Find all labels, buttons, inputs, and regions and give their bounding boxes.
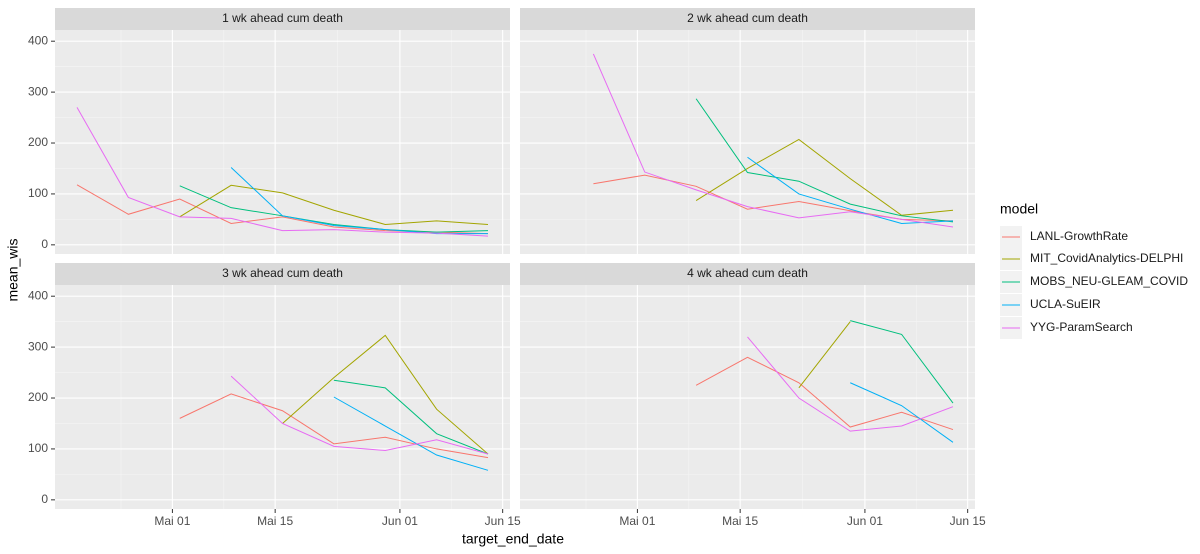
y-tick-label: 400: [28, 33, 48, 47]
series-line: [179, 185, 488, 233]
x-tick-label: Mai 15: [257, 514, 293, 528]
panel-background: [55, 285, 510, 509]
series-line: [230, 375, 489, 455]
x-tick-label: Jun 01: [847, 514, 883, 528]
legend-label: LANL-GrowthRate: [1030, 229, 1128, 243]
panel-background: [55, 30, 510, 254]
series-line: [282, 334, 489, 455]
legend-label: MOBS_NEU-GLEAM_COVID: [1030, 274, 1188, 288]
series-line: [850, 382, 954, 443]
series-line: [333, 379, 489, 455]
series-line: [76, 107, 489, 237]
series-line: [592, 53, 954, 228]
y-tick-label: 200: [28, 390, 48, 404]
y-tick-label: 0: [41, 237, 48, 251]
y-tick-label: 400: [28, 288, 48, 302]
x-tick-label: Jun 15: [950, 514, 986, 528]
strip-background: [55, 263, 510, 285]
y-tick-label: 100: [28, 441, 48, 455]
y-tick-label: 100: [28, 186, 48, 200]
strip-label: 1 wk ahead cum death: [222, 11, 343, 25]
strip-background: [520, 8, 975, 30]
strip-label: 3 wk ahead cum death: [222, 266, 343, 280]
x-tick-label: Mai 01: [154, 514, 190, 528]
series-line: [695, 356, 954, 431]
x-tick-label: Mai 01: [619, 514, 655, 528]
series-line: [695, 98, 954, 223]
x-tick-label: Mai 15: [722, 514, 758, 528]
legend-label: MIT_CovidAnalytics-DELPHI: [1030, 251, 1183, 265]
strip-label: 4 wk ahead cum death: [687, 266, 808, 280]
series-line: [798, 321, 851, 389]
y-tick-label: 0: [41, 492, 48, 506]
x-axis-title: target_end_date: [462, 531, 564, 547]
x-tick-label: Jun 01: [382, 514, 418, 528]
panel-background: [520, 285, 975, 509]
series-line: [333, 396, 489, 471]
y-tick-label: 200: [28, 135, 48, 149]
strip-background: [55, 8, 510, 30]
series-line: [747, 156, 954, 224]
y-axis-title: mean_wis: [5, 238, 21, 301]
series-line: [179, 184, 489, 225]
y-tick-label: 300: [28, 339, 48, 353]
strip-label: 2 wk ahead cum death: [687, 11, 808, 25]
legend-label: YYG-ParamSearch: [1030, 320, 1133, 334]
series-line: [850, 320, 954, 404]
legend-label: UCLA-SuEIR: [1030, 297, 1101, 311]
series-line: [179, 393, 489, 459]
strip-background: [520, 263, 975, 285]
series-line: [695, 138, 954, 216]
series-line: [747, 336, 954, 432]
legend-title: model: [1000, 201, 1038, 217]
panel-background: [520, 30, 975, 254]
y-tick-label: 300: [28, 84, 48, 98]
x-tick-label: Jun 15: [485, 514, 521, 528]
